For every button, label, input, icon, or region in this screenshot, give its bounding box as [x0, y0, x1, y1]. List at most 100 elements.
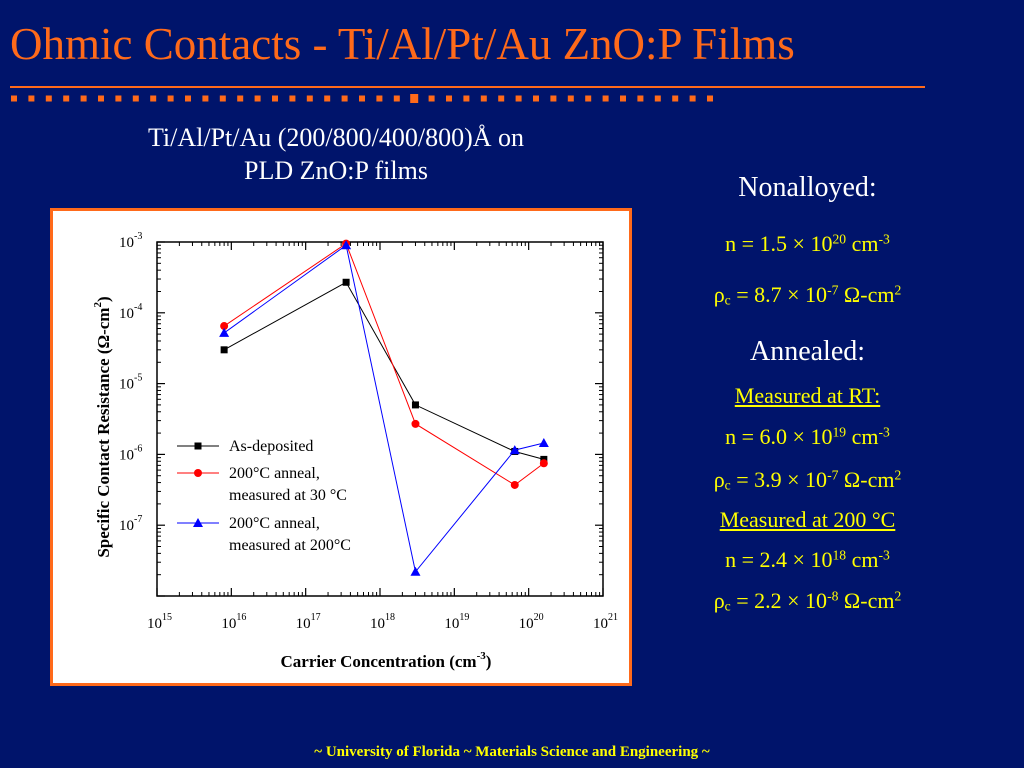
rho-sub: c [724, 598, 731, 614]
y-tick-base: 10 [119, 447, 134, 463]
rho-symbol: ρ [713, 282, 725, 307]
y-tick-exp: -3 [134, 231, 142, 242]
divider-dot [80, 95, 87, 102]
nonalloyed-heading: Nonalloyed: [738, 172, 877, 203]
legend-label-3-line2: measured at 200°C [229, 537, 351, 554]
t200-rho-unit-exp: 2 [894, 588, 902, 604]
rho-symbol: ρ [713, 588, 725, 613]
t200-n: n = 2.4 × 1018 cm-3 [665, 547, 950, 573]
y-tick-label: 10-4 [119, 302, 142, 322]
data-point-series-3 [509, 445, 520, 455]
x-tick-label: 1021 [593, 612, 618, 632]
rt-n-unit: cm [846, 424, 879, 449]
divider-dot [637, 95, 644, 102]
nonalloyed-rho: ρc = 8.7 × 10-7 Ω-cm2 [665, 282, 950, 308]
y-tick-label: 10-6 [119, 443, 142, 463]
divider-dot [115, 95, 122, 102]
x-tick-exp: 20 [534, 612, 544, 623]
divider-dot [463, 95, 470, 102]
divider-dot [376, 95, 383, 102]
divider-dot [167, 95, 174, 102]
t200-rho-unit: Ω-cm [838, 588, 895, 613]
plot-frame [156, 241, 604, 597]
y-tick-base: 10 [119, 377, 134, 393]
divider-dot [359, 95, 365, 102]
divider-dot [585, 95, 592, 102]
rho-sub: c [724, 477, 731, 493]
divider-dot [428, 95, 435, 102]
nonalloyed-n: n = 1.5 × 1020 cm-3 [665, 231, 950, 257]
legend-label-1: As-deposited [229, 438, 313, 455]
y-tick-exp: -4 [134, 302, 142, 313]
t200-n-value: n = 2.4 × 10 [725, 547, 833, 572]
y-axis-label: Specific Contact Resistance (Ω-cm2) [92, 296, 113, 557]
y-tick-exp: -7 [134, 514, 142, 525]
x-tick-exp: 19 [459, 612, 469, 623]
divider-dot [324, 95, 331, 102]
t200-rho-exp: -8 [827, 588, 839, 604]
data-point-series-3 [410, 566, 421, 576]
divider-dot [272, 95, 278, 102]
nonalloyed-rho-unit-exp: 2 [894, 282, 902, 298]
divider-dot [98, 95, 104, 102]
divider-dot [150, 95, 157, 102]
nonalloyed-n-exp: 20 [832, 231, 847, 247]
rt-n-value: n = 6.0 × 10 [725, 424, 833, 449]
x-axis-label-close: ) [486, 652, 492, 671]
divider-dot [11, 95, 17, 102]
slide-title: Ohmic Contacts - Ti/Al/Pt/Au ZnO:P Films [10, 19, 795, 69]
divider-dot [446, 95, 452, 102]
divider-dot [28, 95, 35, 102]
x-tick-exp: 16 [236, 612, 246, 623]
divider-dot [498, 95, 505, 102]
x-tick-base: 10 [444, 616, 459, 632]
divider-dot [237, 95, 244, 102]
rt-rho-unit-exp: 2 [894, 467, 902, 483]
x-tick-label: 1015 [147, 612, 172, 632]
divider-dot [410, 94, 419, 103]
x-tick-exp: 17 [311, 612, 321, 623]
x-tick-exp: 21 [608, 612, 618, 623]
data-point-series-3 [219, 327, 230, 337]
nonalloyed-rho-value: = 8.7 × 10 [730, 282, 828, 307]
x-tick-label: 1018 [370, 612, 395, 632]
divider-dot [567, 95, 574, 102]
data-point-series-3 [341, 240, 352, 250]
annealed-heading: Annealed: [749, 336, 866, 367]
x-tick-base: 10 [296, 616, 311, 632]
dotted-divider [11, 94, 713, 103]
y-tick-label: 10-5 [119, 373, 142, 393]
rt-rho-exp: -7 [827, 467, 839, 483]
t200-n-exp: 18 [832, 547, 847, 563]
y-tick-exp: -6 [134, 443, 142, 454]
x-tick-base: 10 [593, 616, 608, 632]
rt-n-unit-exp: -3 [878, 424, 890, 440]
divider-dot [602, 95, 609, 102]
data-point-series-3 [538, 437, 549, 447]
divider-dot [254, 95, 261, 102]
rt-n-exp: 19 [832, 424, 847, 440]
x-axis-label-exp: -3 [477, 650, 487, 662]
divider-dot [341, 95, 348, 102]
divider-dot [306, 95, 313, 102]
x-axis-label-text: Carrier Concentration (cm [281, 652, 477, 671]
divider-dot [533, 95, 539, 102]
y-axis-label-close: ) [94, 296, 113, 302]
chart-subtitle: Ti/Al/Pt/Au (200/800/400/800)Å on PLD Zn… [60, 121, 612, 187]
data-point-series-1 [220, 346, 228, 354]
divider-dot [550, 95, 557, 102]
subtitle-line-2: PLD ZnO:P films [244, 156, 428, 185]
x-tick-exp: 15 [162, 612, 172, 623]
rt-n: n = 6.0 × 1019 cm-3 [665, 424, 950, 450]
divider-dot [202, 95, 209, 102]
legend-label-2: 200°C anneal, [229, 465, 320, 482]
x-axis-label: Carrier Concentration (cm-3) [281, 650, 492, 671]
divider-dot [289, 95, 296, 102]
divider-dot [219, 95, 226, 102]
rho-symbol: ρ [713, 467, 725, 492]
t200-label: Measured at 200 °C [719, 507, 896, 532]
x-tick-base: 10 [147, 616, 162, 632]
t200-rho-value: = 2.2 × 10 [730, 588, 828, 613]
series-line-1 [223, 281, 544, 460]
divider-dot [63, 95, 70, 102]
